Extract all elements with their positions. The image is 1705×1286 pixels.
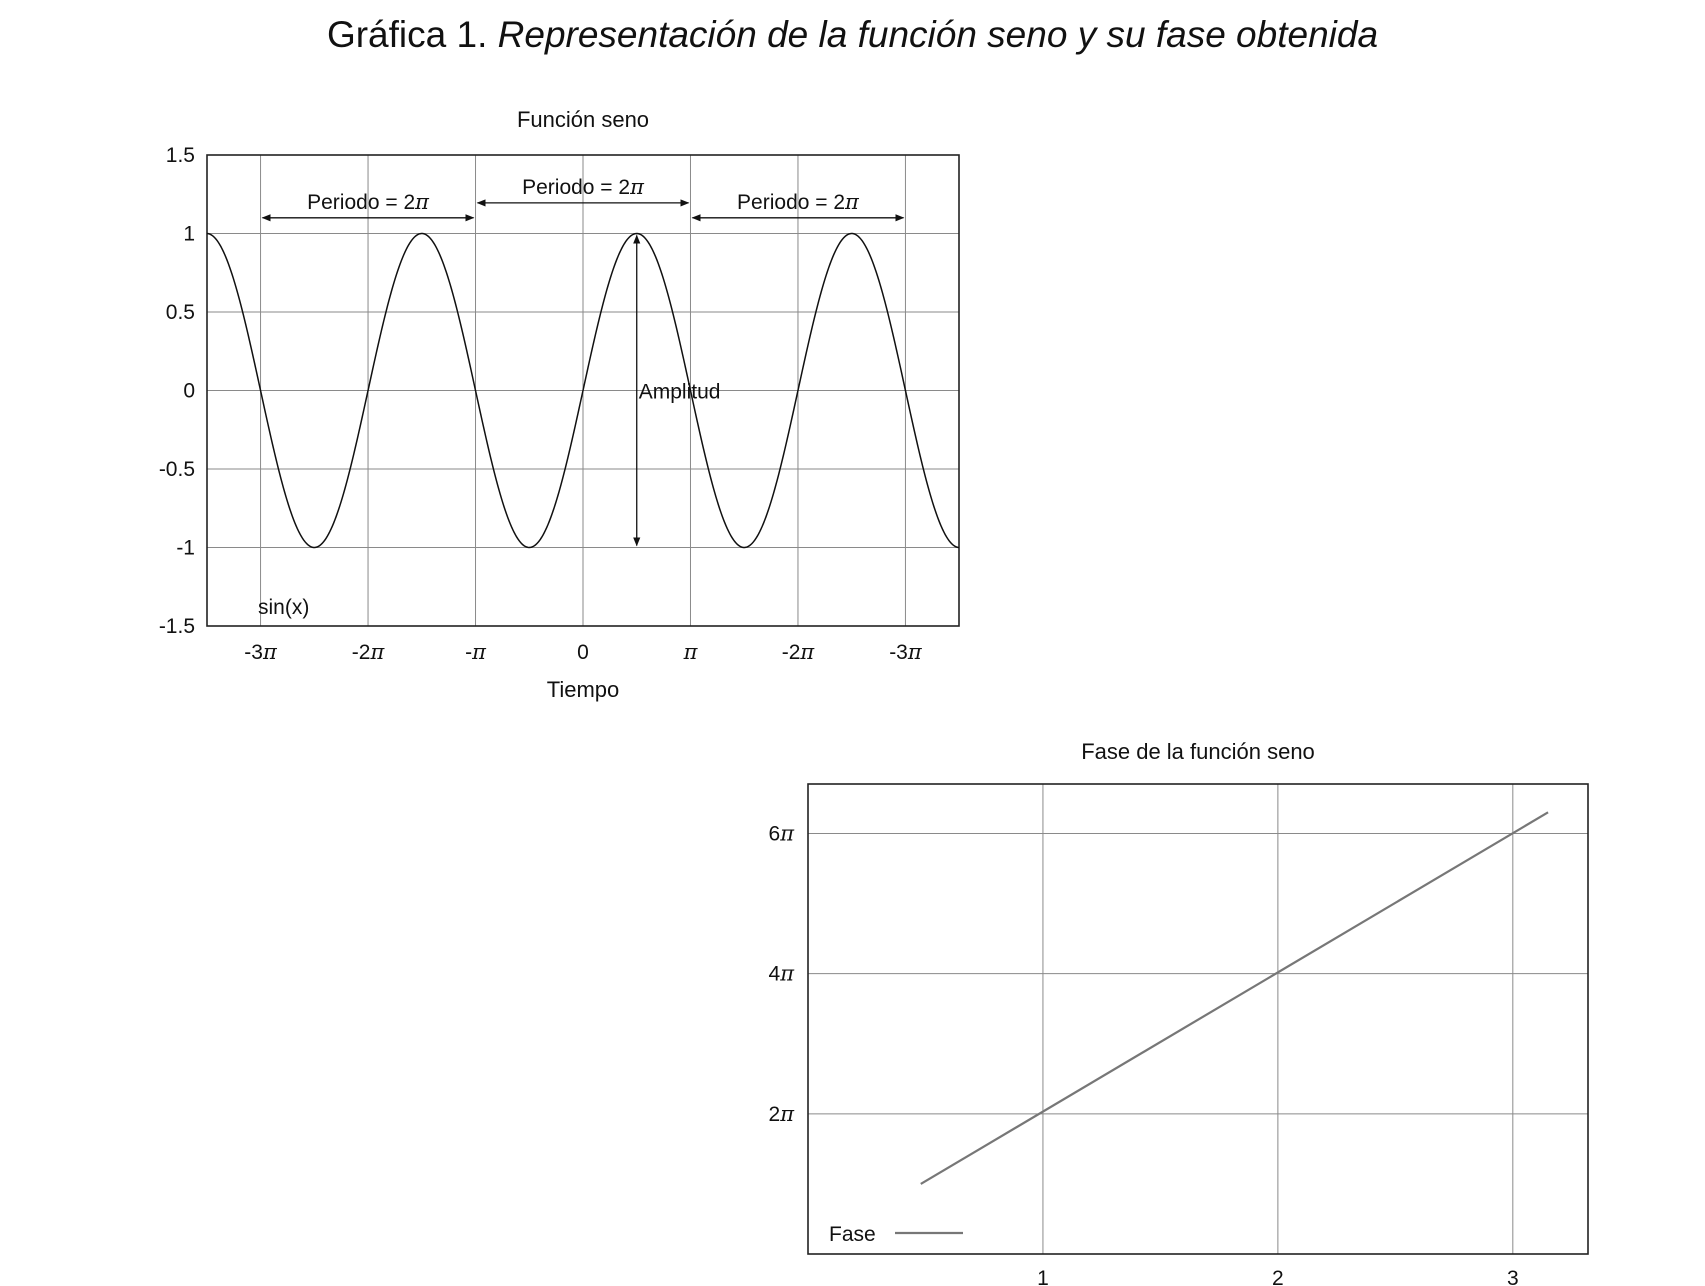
period-label: Periodo = 2π <box>737 190 860 214</box>
y-tick-label: -0.5 <box>159 458 195 481</box>
x-tick-label: -3π <box>889 640 923 664</box>
x-tick-label: 2 <box>1272 1267 1284 1286</box>
y-tick-label: 0.5 <box>166 301 195 324</box>
sine-series-line <box>206 232 960 549</box>
plot-frame <box>206 154 960 627</box>
x-axis-label: Tiempo <box>547 677 620 702</box>
phase-series-line <box>920 811 1549 1185</box>
figure-title: Gráfica 1. Representación de la función … <box>0 14 1705 56</box>
y-tick-label: -1 <box>176 537 195 560</box>
y-tick-label: 1 <box>183 223 195 246</box>
legend-label: sin(x) <box>258 596 309 619</box>
x-tick-label: π <box>683 640 699 664</box>
sine-chart: 1.5 1 0.5 0 -0.5 -1 -1.5 -3π -2π -π 0 π -2π -3π Period… <box>159 107 960 702</box>
y-tick-label: 4π <box>769 962 796 986</box>
chart-title: Función seno <box>517 107 649 132</box>
period-label: Periodo = 2π <box>307 190 430 214</box>
amplitude-label: Amplitud <box>639 381 721 404</box>
legend-label: Fase <box>829 1223 876 1246</box>
x-tick-label: -3π <box>244 640 278 664</box>
phase-chart: 2π 4π 6π 1 2 3 Fase Fase de la función seno <box>769 739 1589 1286</box>
x-tick-label: 0 <box>577 641 589 664</box>
chart-title: Fase de la función seno <box>1081 739 1315 764</box>
plot-frame <box>807 783 1589 1255</box>
figure-number: Gráfica 1. <box>326 14 488 55</box>
figure-caption: Representación de la función seno y su f… <box>497 14 1379 55</box>
x-tick-label: -2π <box>782 640 816 664</box>
x-tick-label: 1 <box>1037 1267 1049 1286</box>
period-label: Periodo = 2π <box>522 175 645 199</box>
x-tick-label: -π <box>465 640 487 664</box>
y-tick-label: 2π <box>769 1102 796 1126</box>
y-tick-label: 6π <box>769 822 796 846</box>
y-tick-label: 1.5 <box>166 144 195 167</box>
y-tick-label: 0 <box>183 380 195 403</box>
y-tick-label: -1.5 <box>159 615 195 638</box>
x-tick-label: 3 <box>1507 1267 1519 1286</box>
x-tick-label: -2π <box>352 640 386 664</box>
